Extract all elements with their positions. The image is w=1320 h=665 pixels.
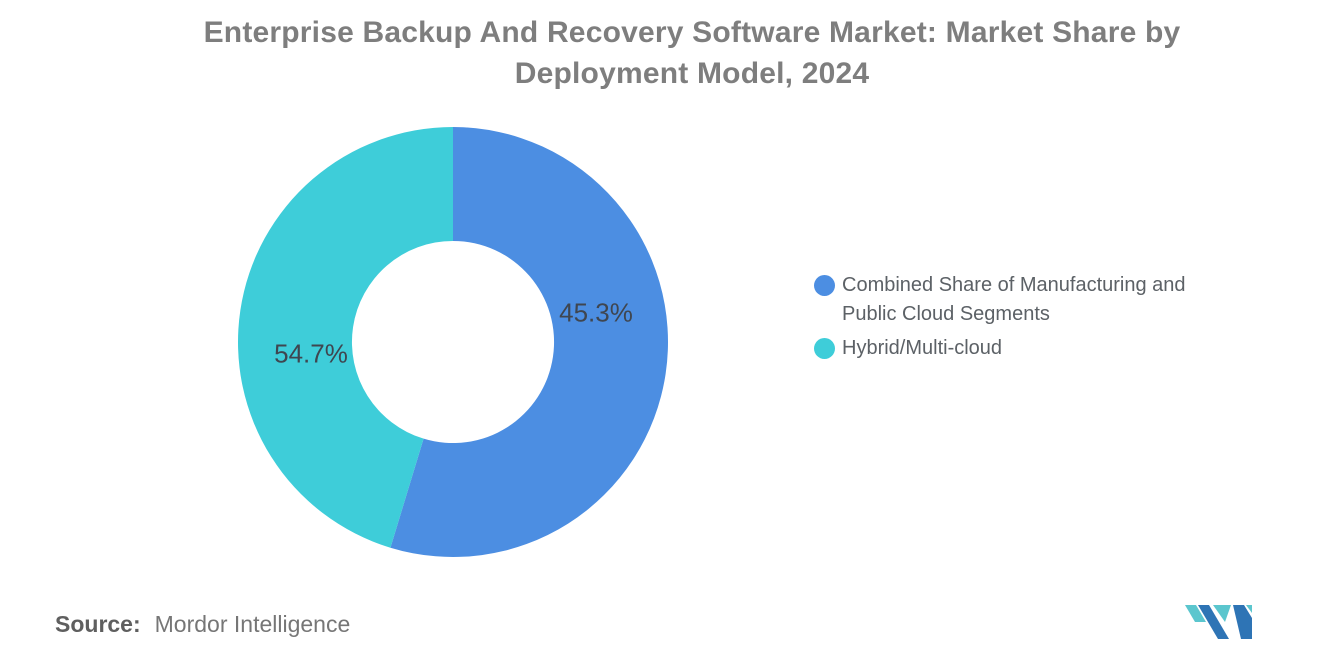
chart-legend: Combined Share of Manufacturing and Publ… <box>814 271 1254 363</box>
legend-marker-icon <box>814 275 835 296</box>
legend-item-label: Combined Share of Manufacturing and Publ… <box>842 274 1186 325</box>
logo-teal-middle-triangle <box>1213 605 1231 622</box>
logo-blue-band-left <box>1198 605 1229 639</box>
legend-item-label: Hybrid/Multi-cloud <box>842 337 1003 359</box>
logo-blue-band-right <box>1233 605 1252 639</box>
source-attribution: Source: Mordor Intelligence <box>55 611 350 638</box>
logo-teal-corner-triangle <box>1246 605 1252 613</box>
legend-item-combined-share: Combined Share of Manufacturing and Publ… <box>814 271 1254 329</box>
source-label: Source: <box>55 611 141 637</box>
donut-segment-0 <box>390 127 669 557</box>
donut-chart <box>238 127 669 557</box>
donut-segment-1 <box>238 127 453 548</box>
logo-teal-left-shape <box>1185 605 1206 622</box>
mordor-intelligence-logo <box>1185 605 1252 639</box>
source-value: Mordor Intelligence <box>154 611 351 637</box>
slice-value-label-blue: 54.7% <box>274 338 348 369</box>
slice-value-label-teal: 45.3% <box>559 297 633 328</box>
chart-title: Enterprise Backup And Recovery Software … <box>203 16 1181 90</box>
legend-marker-icon <box>814 338 835 359</box>
legend-item-hybrid-multicloud: Hybrid/Multi-cloud <box>814 334 1254 363</box>
